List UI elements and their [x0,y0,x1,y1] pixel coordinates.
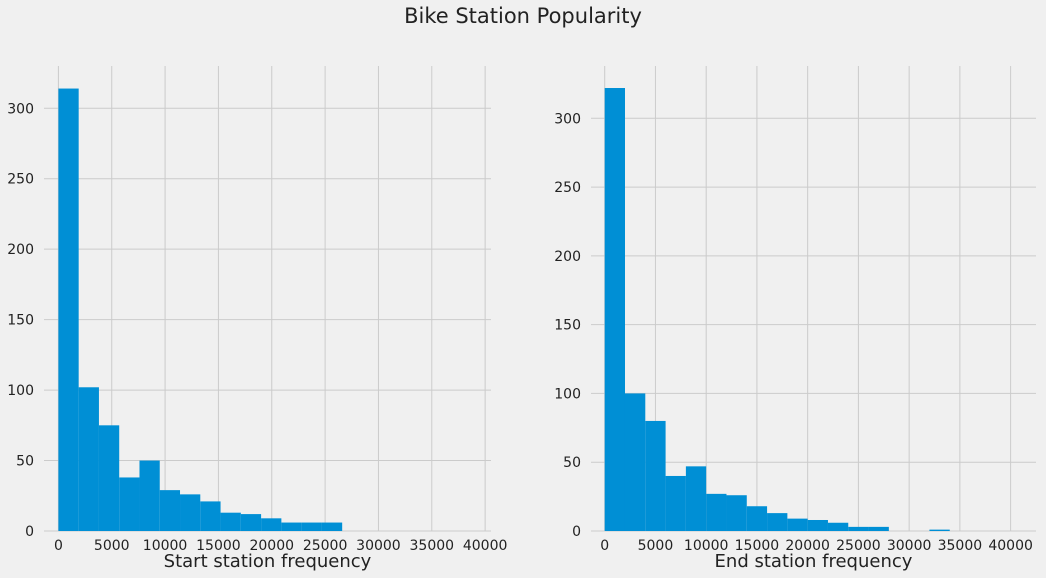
chart1-y-tick-label: 50 [16,454,34,470]
chart1-y-tick-label: 150 [7,313,34,329]
chart2-x-tick-label: 25000 [836,538,881,554]
chart1-x-tick-label: 35000 [410,538,455,554]
chart1-bar [78,387,99,531]
figure-title: Bike Station Popularity [404,4,642,28]
chart1-bar [139,460,160,531]
chart2-bar [685,466,707,531]
chart2-bar [787,518,808,531]
chart2-bar [868,526,889,531]
chart2-bar [848,526,869,531]
chart1-bar [321,522,343,531]
chart1-x-tick-label: 15000 [196,538,241,554]
chart1-x-tick-label: 0 [54,538,63,554]
chart1-x-tick-label: 20000 [249,538,294,554]
chart1-x-tick-label: 10000 [143,538,188,554]
chart2-bar [706,493,727,531]
chart2-bar [726,495,747,531]
chart2-y-tick-label: 150 [554,318,581,334]
chart2-x-tick-label: 5000 [638,538,674,554]
chart2-bar [827,522,849,531]
chart1-bar [119,477,140,531]
chart1-y-tick-label: 100 [7,383,34,399]
chart1-y-tick-label: 300 [7,101,34,117]
chart2-bar [645,420,666,531]
chart2-x-tick-label: 20000 [785,538,830,554]
chart2-bar [767,513,788,531]
chart2-bar [929,529,950,531]
chart1-bar [220,512,241,531]
chart2-bar [624,393,646,531]
chart2-y-tick-label: 50 [563,455,581,471]
chart2-x-tick-label: 15000 [735,538,780,554]
chart1-y-tick-label: 0 [25,524,34,540]
chart2-bar [807,519,828,531]
chart2-bar [665,475,686,531]
chart2-y-tick-label: 200 [554,249,581,265]
chart1-bar [200,501,221,531]
chart2-x-tick-label: 30000 [887,538,932,554]
chart2-y-tick-label: 100 [554,386,581,402]
chart2-x-tick-label: 10000 [684,538,729,554]
chart1-y-tick-label: 250 [7,172,34,188]
chart1-bar [261,518,282,531]
chart1-x-tick-label: 30000 [356,538,401,554]
chart2-bar [746,506,768,531]
chart2-x-tick-label: 35000 [938,538,983,554]
chart1-x-tick-label: 25000 [303,538,348,554]
chart1-bar [58,88,79,531]
chart1-x-axis-label: Start station frequency [164,551,372,572]
chart1-bar [180,494,201,531]
chart1-x-tick-label: 5000 [94,538,130,554]
chart2-x-tick-label: 0 [600,538,609,554]
chart2-y-tick-label: 300 [554,111,581,127]
chart2-y-tick-label: 250 [554,180,581,196]
chart2-x-axis-label: End station frequency [715,551,913,572]
chart2-y-tick-label: 0 [572,524,581,540]
chart1-bar [98,425,120,531]
chart1-y-tick-label: 200 [7,242,34,258]
chart2-bar [604,88,625,531]
chart1-x-tick-label: 40000 [463,538,508,554]
chart1-bar [301,522,322,531]
chart1-bar [281,522,302,531]
chart1-bar [159,490,181,531]
chart1-bar [240,514,262,531]
chart2-x-tick-label: 40000 [988,538,1033,554]
